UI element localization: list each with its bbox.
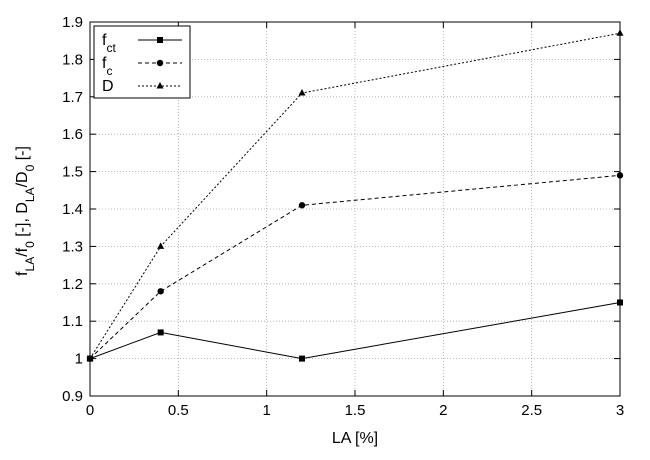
legend-label-main: f bbox=[102, 32, 107, 49]
series-line bbox=[89, 174, 621, 359]
y-tick-label: 1.5 bbox=[62, 164, 83, 181]
data-point-circle bbox=[298, 202, 306, 209]
y-axis-title-subscript: LA bbox=[23, 257, 37, 272]
legend-label: fct bbox=[102, 32, 116, 55]
y-tick-label: 1.2 bbox=[62, 276, 83, 293]
y-axis-title-part: [-] bbox=[14, 146, 31, 165]
y-axis-title-part: [-], D bbox=[14, 202, 31, 241]
data-point-circle bbox=[157, 288, 164, 295]
legend-label-subscript: c bbox=[106, 64, 112, 78]
legend-label-main: D bbox=[102, 78, 114, 95]
y-tick-label: 1.4 bbox=[62, 201, 83, 218]
y-axis-title: fLA/f0 [-], DLA/D0 [-] bbox=[14, 146, 37, 276]
data-point-triangle bbox=[298, 89, 306, 96]
series-line bbox=[89, 302, 621, 360]
data-point-triangle bbox=[157, 242, 165, 249]
grid bbox=[90, 22, 620, 396]
legend-label-subscript: ct bbox=[106, 41, 116, 55]
y-axis-title-part: /f bbox=[14, 247, 31, 256]
y-tick-label: 1.3 bbox=[62, 238, 83, 255]
data-point-square bbox=[157, 37, 163, 43]
y-tick-label: 1.7 bbox=[62, 89, 83, 106]
y-tick-label: 1.6 bbox=[62, 126, 83, 143]
legend-label-main: f bbox=[102, 55, 107, 72]
x-tick-label: 3 bbox=[616, 402, 624, 419]
x-tick-label: 1 bbox=[262, 402, 270, 419]
x-tick-label: 0 bbox=[86, 402, 94, 419]
y-axis-title-part: /D bbox=[14, 171, 31, 187]
y-tick-label: 0.9 bbox=[62, 388, 83, 405]
y-axis-title-part: f bbox=[14, 271, 31, 276]
legend-label: D bbox=[102, 78, 114, 95]
x-tick-label: 2.5 bbox=[521, 402, 542, 419]
series-line bbox=[89, 32, 621, 359]
y-tick-label: 1.8 bbox=[62, 51, 83, 68]
y-axis-title-subscript: LA bbox=[23, 187, 37, 202]
data-point-circle bbox=[156, 59, 164, 67]
axis-ticks: 0 0.5 1 1.5 2 2.5 3 0.9 1 1.1 1.2 1.3 1.4 1.5 1.6 1.7 1.… bbox=[62, 14, 624, 419]
y-tick-label: 1.9 bbox=[62, 14, 83, 31]
data-point-triangle bbox=[156, 82, 164, 89]
data-point-square bbox=[157, 329, 164, 336]
legend-label: fc bbox=[102, 55, 112, 78]
x-tick-label: 1.5 bbox=[345, 402, 366, 419]
y-axis-title-subscript: 0 bbox=[23, 241, 37, 248]
y-tick-label: 1 bbox=[75, 351, 83, 368]
y-axis-title-subscript: 0 bbox=[23, 164, 37, 171]
x-axis-title: LA [%] bbox=[332, 430, 378, 447]
x-tick-label: 0.5 bbox=[168, 402, 189, 419]
series-circle bbox=[86, 172, 624, 362]
x-tick-label: 2 bbox=[439, 402, 447, 419]
data-point-square bbox=[299, 355, 305, 362]
y-tick-label: 1.1 bbox=[62, 313, 83, 330]
